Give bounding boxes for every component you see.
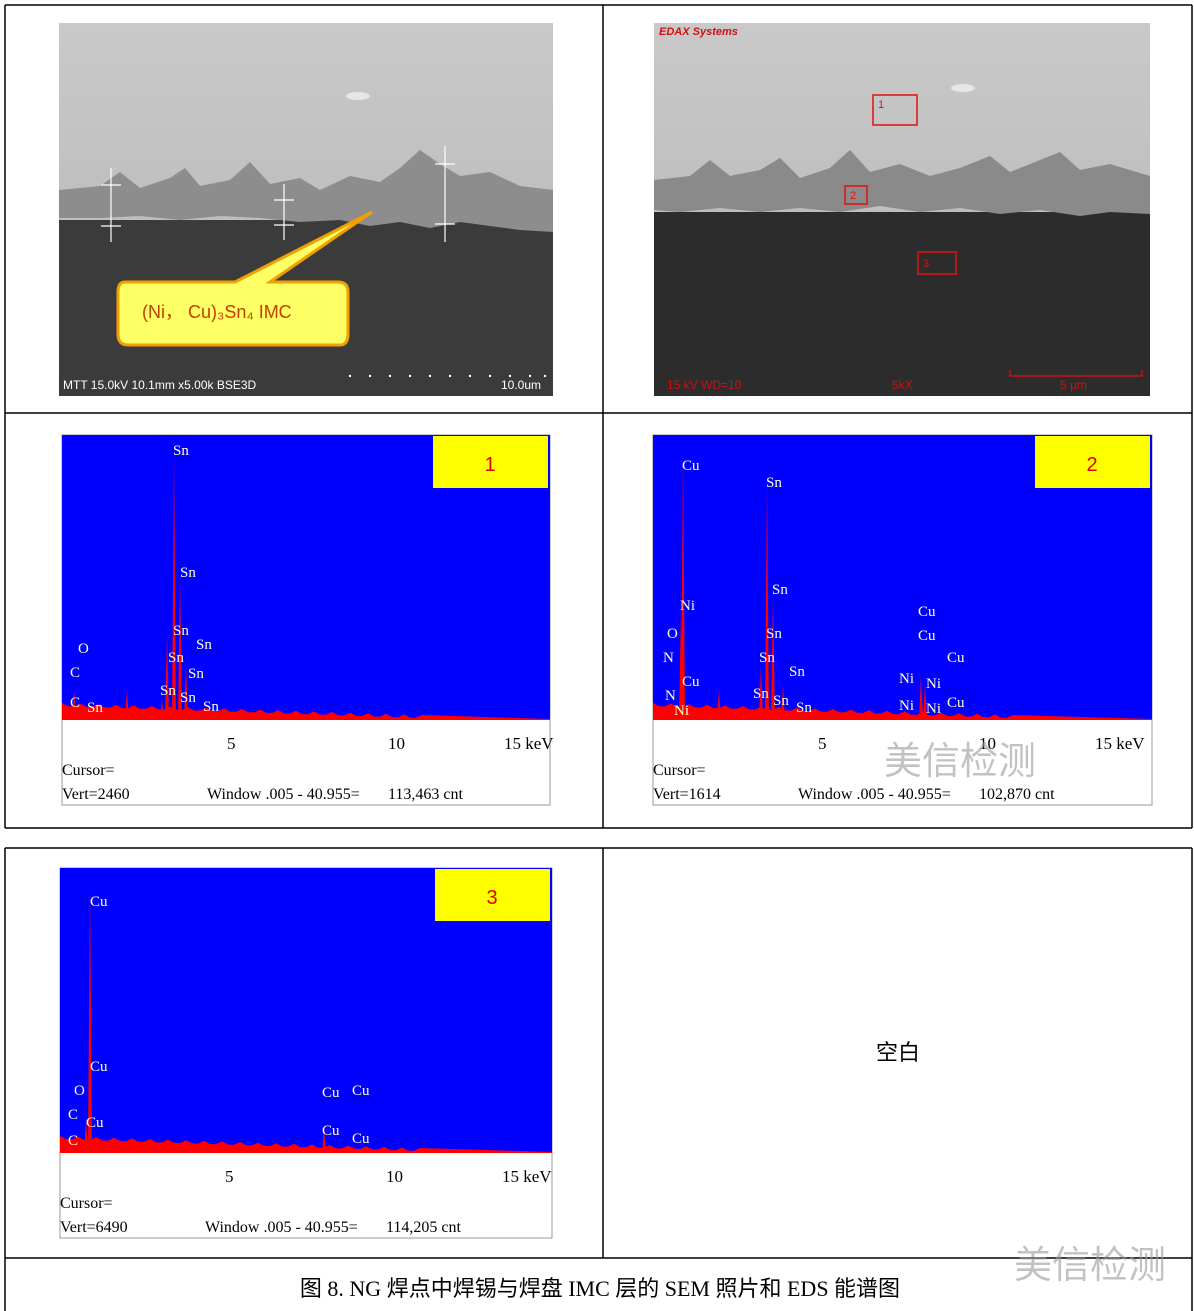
peak-label: Cu	[352, 1083, 370, 1099]
peak-label: C	[68, 1133, 78, 1149]
peak-label: Sn	[766, 475, 782, 491]
axis-label: 15 keV	[504, 734, 554, 753]
counts-label: 102,870 cnt	[979, 786, 1055, 803]
peak-label: Sn	[759, 650, 775, 666]
sem-image-right: EDAX Systems 1 2 3 15 kV WD=10 5kX 5 µm	[654, 23, 1150, 396]
sem-header: EDAX Systems	[659, 26, 738, 38]
cursor-label: Cursor=	[653, 762, 706, 779]
peak-label: Ni	[674, 703, 689, 719]
axis-label: 10	[388, 734, 405, 753]
axis-label: 15 keV	[502, 1167, 552, 1186]
peak-label: Cu	[90, 894, 108, 910]
counts-label: 114,205 cnt	[386, 1219, 462, 1236]
peak-label: Sn	[160, 683, 176, 699]
sem-image-left: (Ni， Cu)₃Sn₄ IMC MTT 15.0kV 10.1mm x5.00…	[59, 23, 553, 396]
watermark: 美信检测	[884, 741, 1036, 783]
axis-label: 5	[818, 734, 827, 753]
peak-label: Cu	[322, 1085, 340, 1101]
peak-label: Sn	[180, 690, 196, 706]
peak-label: Cu	[682, 674, 700, 690]
vert-label: Vert=2460	[62, 786, 130, 803]
peak-label: Sn	[203, 699, 219, 715]
peak-label: Sn	[753, 686, 769, 702]
figure-caption: 图 8. NG 焊点中焊锡与焊盘 IMC 层的 SEM 照片和 EDS 能谱图	[300, 1276, 900, 1301]
peak-label: Ni	[899, 671, 914, 687]
scale-label: 5 µm	[1060, 378, 1087, 392]
spectrum-tag: 2	[1086, 454, 1097, 476]
sem-kv: 15 kV WD=10	[667, 378, 742, 392]
peak-label: Sn	[168, 650, 184, 666]
region-label: 2	[850, 190, 856, 202]
peak-label: Sn	[87, 700, 103, 716]
peak-label: C	[68, 1107, 78, 1123]
counts-label: 113,463 cnt	[388, 786, 464, 803]
peak-label: Cu	[86, 1115, 104, 1131]
peak-label: Cu	[918, 604, 936, 620]
spectrum-tag: 1	[484, 454, 495, 476]
region-label: 1	[878, 99, 884, 111]
peak-label: Sn	[173, 623, 189, 639]
peak-label: Cu	[90, 1059, 108, 1075]
cursor-label: Cursor=	[60, 1195, 113, 1212]
scale-label: 10.0um	[501, 378, 541, 392]
peak-label: Cu	[322, 1123, 340, 1139]
peak-label: Ni	[899, 698, 914, 714]
sem-info: MTT 15.0kV 10.1mm x5.00k BSE3D	[63, 378, 257, 392]
window-label: Window .005 - 40.955=	[207, 786, 360, 803]
peak-label: O	[74, 1083, 85, 1099]
axis-label: 5	[225, 1167, 234, 1186]
axis-label: 5	[227, 734, 236, 753]
blank-cell: 空白	[876, 1040, 920, 1065]
sem-mag: 5kX	[892, 378, 913, 392]
peak-label: Cu	[947, 695, 965, 711]
peak-label: Sn	[180, 565, 196, 581]
window-label: Window .005 - 40.955=	[798, 786, 951, 803]
region-label: 3	[923, 258, 929, 270]
peak-label: O	[667, 626, 678, 642]
axis-label: 15 keV	[1095, 734, 1145, 753]
peak-label: N	[663, 650, 674, 666]
watermark: 美信检测	[1014, 1245, 1166, 1287]
peak-label: Sn	[773, 693, 789, 709]
peak-label: Sn	[188, 666, 204, 682]
callout-label: (Ni， Cu)₃Sn₄ IMC	[142, 302, 292, 322]
peak-label: Sn	[796, 700, 812, 716]
peak-label: Cu	[352, 1131, 370, 1147]
peak-label: C	[70, 695, 80, 711]
peak-label: Cu	[947, 650, 965, 666]
window-label: Window .005 - 40.955=	[205, 1219, 358, 1236]
peak-label: Ni	[680, 598, 695, 614]
peak-label: Cu	[682, 458, 700, 474]
peak-label: Ni	[926, 676, 941, 692]
peak-label: Sn	[766, 626, 782, 642]
peak-label: C	[70, 665, 80, 681]
cursor-label: Cursor=	[62, 762, 115, 779]
peak-label: Sn	[789, 664, 805, 680]
vert-label: Vert=6490	[60, 1219, 128, 1236]
peak-label: Sn	[173, 443, 189, 459]
peak-label: Sn	[196, 637, 212, 653]
document: (Ni， Cu)₃Sn₄ IMC MTT 15.0kV 10.1mm x5.00…	[0, 0, 1194, 1311]
peak-label: N	[665, 688, 676, 704]
vert-label: Vert=1614	[653, 786, 721, 803]
peak-label: O	[78, 641, 89, 657]
peak-label: Ni	[926, 701, 941, 717]
peak-label: Cu	[918, 628, 936, 644]
axis-label: 10	[386, 1167, 403, 1186]
spectrum-tag: 3	[486, 887, 497, 909]
peak-label: Sn	[772, 582, 788, 598]
